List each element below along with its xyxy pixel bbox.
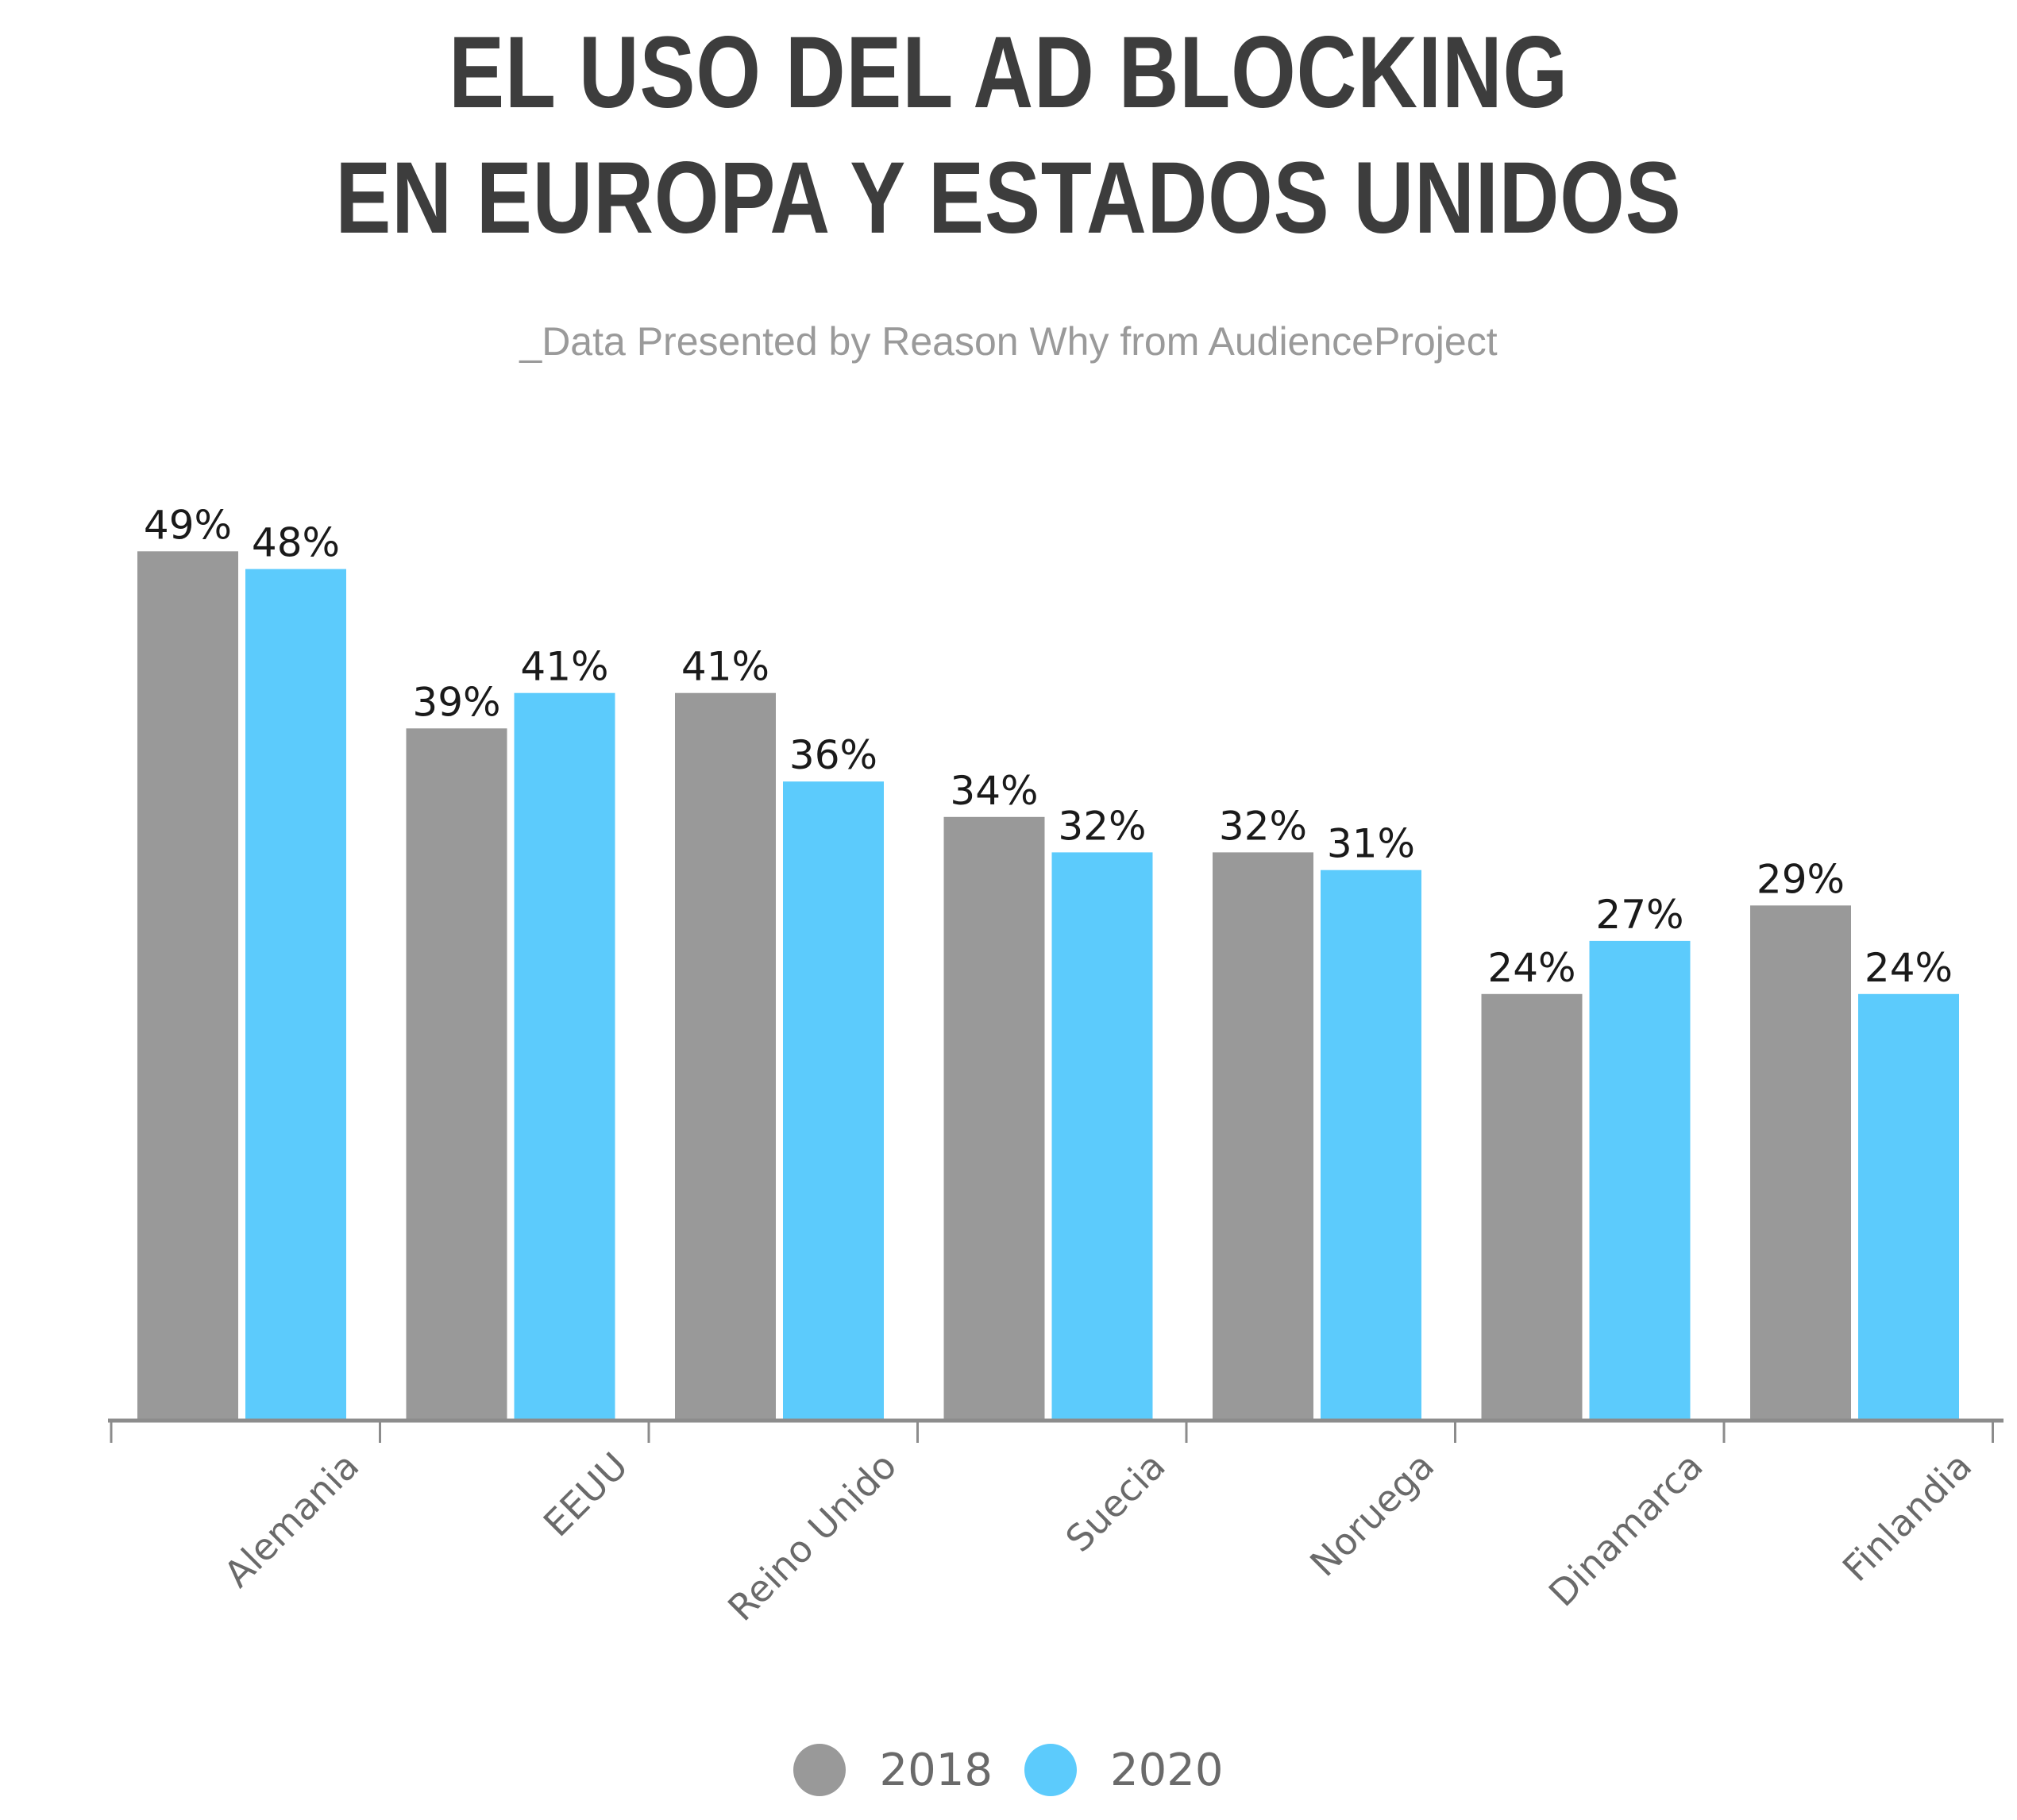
data-label-eeuu-2018: 39% [412, 679, 500, 725]
chart-title-line-2: EN EUROPA Y ESTADOS UNIDOS [335, 141, 1682, 255]
bar-suecia-2018 [943, 816, 1045, 1419]
data-label-noruega-2020: 31% [1327, 821, 1415, 867]
data-label-eeuu-2020: 41% [520, 644, 608, 690]
bar-reino-unido-2018 [675, 692, 776, 1419]
x-tick-label-alemania: Alemania [216, 1444, 368, 1596]
bar-eeuu-2020 [514, 692, 615, 1419]
chart-subtitle: _Data Presented by Reason Why from Audie… [519, 319, 1498, 364]
data-label-alemania-2018: 49% [144, 502, 232, 548]
legend-label-2020: 2020 [1110, 1744, 1224, 1796]
data-label-finlandia-2020: 24% [1865, 945, 1953, 991]
x-tick-label-reino-unido: Reino Unido [719, 1444, 904, 1629]
legend-swatch-2018 [793, 1744, 847, 1796]
x-tick-label-dinamarca: Dinamarca [1541, 1444, 1711, 1615]
data-label-dinamarca-2018: 24% [1487, 945, 1575, 991]
chart-legend: 2018 2020 [0, 1744, 2017, 1796]
bar-reino-unido-2020 [783, 781, 884, 1419]
bar-dinamarca-2020 [1589, 940, 1691, 1419]
legend-item-2018: 2018 [793, 1744, 993, 1796]
data-label-noruega-2018: 32% [1219, 803, 1307, 849]
data-label-suecia-2020: 32% [1058, 803, 1146, 849]
bar-alemania-2018 [137, 551, 238, 1419]
bar-alemania-2020 [245, 569, 346, 1419]
bar-dinamarca-2018 [1481, 993, 1583, 1419]
x-tick-label-finlandia: Finlandia [1834, 1444, 1980, 1590]
data-label-finlandia-2018: 29% [1757, 856, 1845, 902]
legend-swatch-2020 [1024, 1744, 1077, 1796]
data-label-suecia-2018: 34% [950, 768, 1038, 814]
x-tick-label-noruega: Noruega [1302, 1444, 1442, 1585]
legend-label-2018: 2018 [879, 1744, 993, 1796]
bar-eeuu-2018 [406, 728, 507, 1419]
x-tick-label-eeuu: EEUU [535, 1444, 636, 1545]
legend-item-2020: 2020 [1024, 1744, 1224, 1796]
data-label-dinamarca-2020: 27% [1595, 892, 1683, 938]
x-tick-label-suecia: Suecia [1057, 1444, 1173, 1560]
bar-finlandia-2018 [1750, 905, 1851, 1419]
bar-finlandia-2020 [1858, 993, 1959, 1419]
data-label-reino-unido-2018: 41% [681, 644, 769, 690]
bar-noruega-2020 [1321, 870, 1421, 1419]
bar-suecia-2020 [1051, 852, 1153, 1419]
data-label-reino-unido-2020: 36% [789, 732, 877, 778]
data-label-alemania-2020: 48% [252, 520, 340, 566]
chart-title-line-1: EL USO DEL AD BLOCKING [449, 16, 1568, 129]
bar-noruega-2018 [1213, 852, 1313, 1419]
